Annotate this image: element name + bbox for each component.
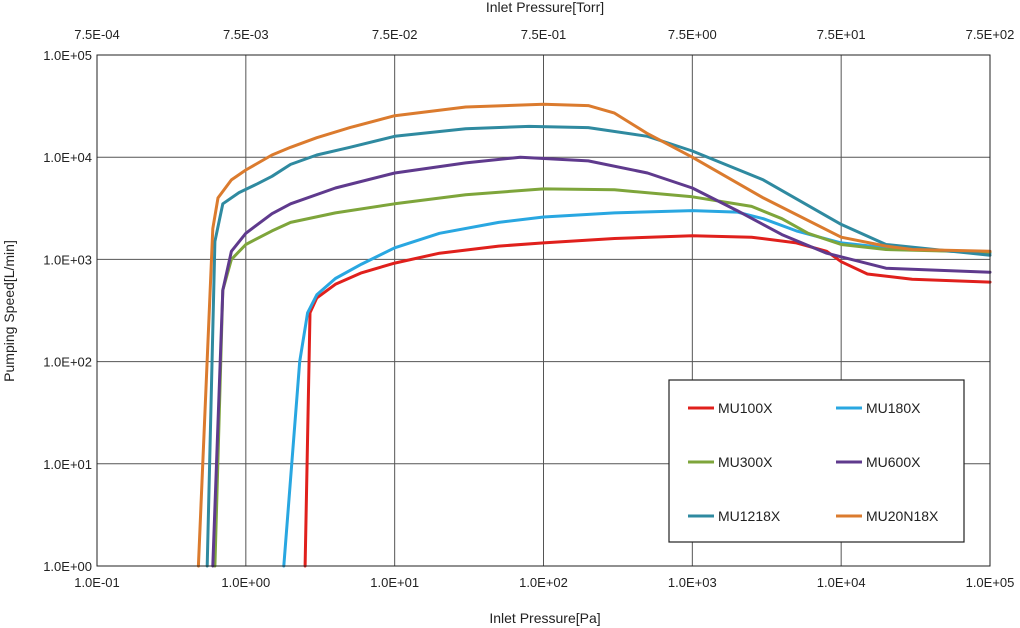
plot-frame xyxy=(96,54,991,567)
legend-item-mu20n18x: MU20N18X xyxy=(836,508,939,524)
x-tick-label: 1.0E+05 xyxy=(966,575,1015,590)
legend-item-mu100x: MU100X xyxy=(688,400,773,416)
series-line-mu100x xyxy=(303,234,992,568)
series-line-mu180x xyxy=(282,209,992,568)
legend-label: MU20N18X xyxy=(866,508,939,524)
x2-tick-label: 7.5E+02 xyxy=(966,27,1015,42)
series-line-mu20n18x xyxy=(196,102,992,568)
legend-label: MU100X xyxy=(718,400,773,416)
y-tick-label: 1.0E+04 xyxy=(43,150,92,165)
y-tick-label: 1.0E+02 xyxy=(43,355,92,370)
x2-tick-label: 7.5E+01 xyxy=(817,27,866,42)
x2-axis-title: Inlet Pressure[Torr] xyxy=(486,0,604,15)
x-tick-label: 1.0E+04 xyxy=(817,575,866,590)
legend-item-mu180x: MU180X xyxy=(836,400,921,416)
legend-item-mu600x: MU600X xyxy=(836,454,921,470)
x-axis-title: Inlet Pressure[Pa] xyxy=(489,610,600,626)
legend: MU100X MU180X MU300X MU600X MU1218X MU20N18X xyxy=(668,379,965,543)
y-axis-title: Pumping Speed[L/min] xyxy=(1,240,17,382)
x2-tick-label: 7.5E-03 xyxy=(223,27,269,42)
x2-tick-label: 7.5E-04 xyxy=(74,27,120,42)
x-tick-label: 1.0E-01 xyxy=(74,575,120,590)
x2-tick-labels: 7.5E-04 7.5E-03 7.5E-02 7.5E-01 7.5E+00 7.5E+… xyxy=(74,27,1014,42)
x-tick-labels: 1.0E-01 1.0E+00 1.0E+01 1.0E+02 1.0E+03 1.0E+… xyxy=(74,575,1014,590)
legend-item-mu300x: MU300X xyxy=(688,454,773,470)
legend-label: MU1218X xyxy=(718,508,781,524)
series-layer xyxy=(196,102,992,568)
x2-tick-label: 7.5E+00 xyxy=(668,27,717,42)
y-tick-label: 1.0E+00 xyxy=(43,559,92,574)
y-tick-label: 1.0E+03 xyxy=(43,252,92,267)
legend-label: MU600X xyxy=(866,454,921,470)
x-tick-label: 1.0E+00 xyxy=(221,575,270,590)
x-tick-label: 1.0E+01 xyxy=(370,575,419,590)
x2-tick-label: 7.5E-01 xyxy=(521,27,567,42)
y-tick-labels: 1.0E+00 1.0E+01 1.0E+02 1.0E+03 1.0E+04 1.0E+… xyxy=(43,48,92,574)
legend-item-mu1218x: MU1218X xyxy=(688,508,781,524)
series-line-mu600x xyxy=(211,155,992,568)
legend-label: MU180X xyxy=(866,400,921,416)
legend-label: MU300X xyxy=(718,454,773,470)
y-tick-label: 1.0E+01 xyxy=(43,457,92,472)
x-tick-label: 1.0E+02 xyxy=(519,575,568,590)
legend-frame xyxy=(668,379,965,543)
series-line-mu300x xyxy=(213,187,992,568)
series-line-mu1218x xyxy=(205,124,992,568)
y-tick-label: 1.0E+05 xyxy=(43,48,92,63)
x-tick-label: 1.0E+03 xyxy=(668,575,717,590)
x2-tick-label: 7.5E-02 xyxy=(372,27,418,42)
